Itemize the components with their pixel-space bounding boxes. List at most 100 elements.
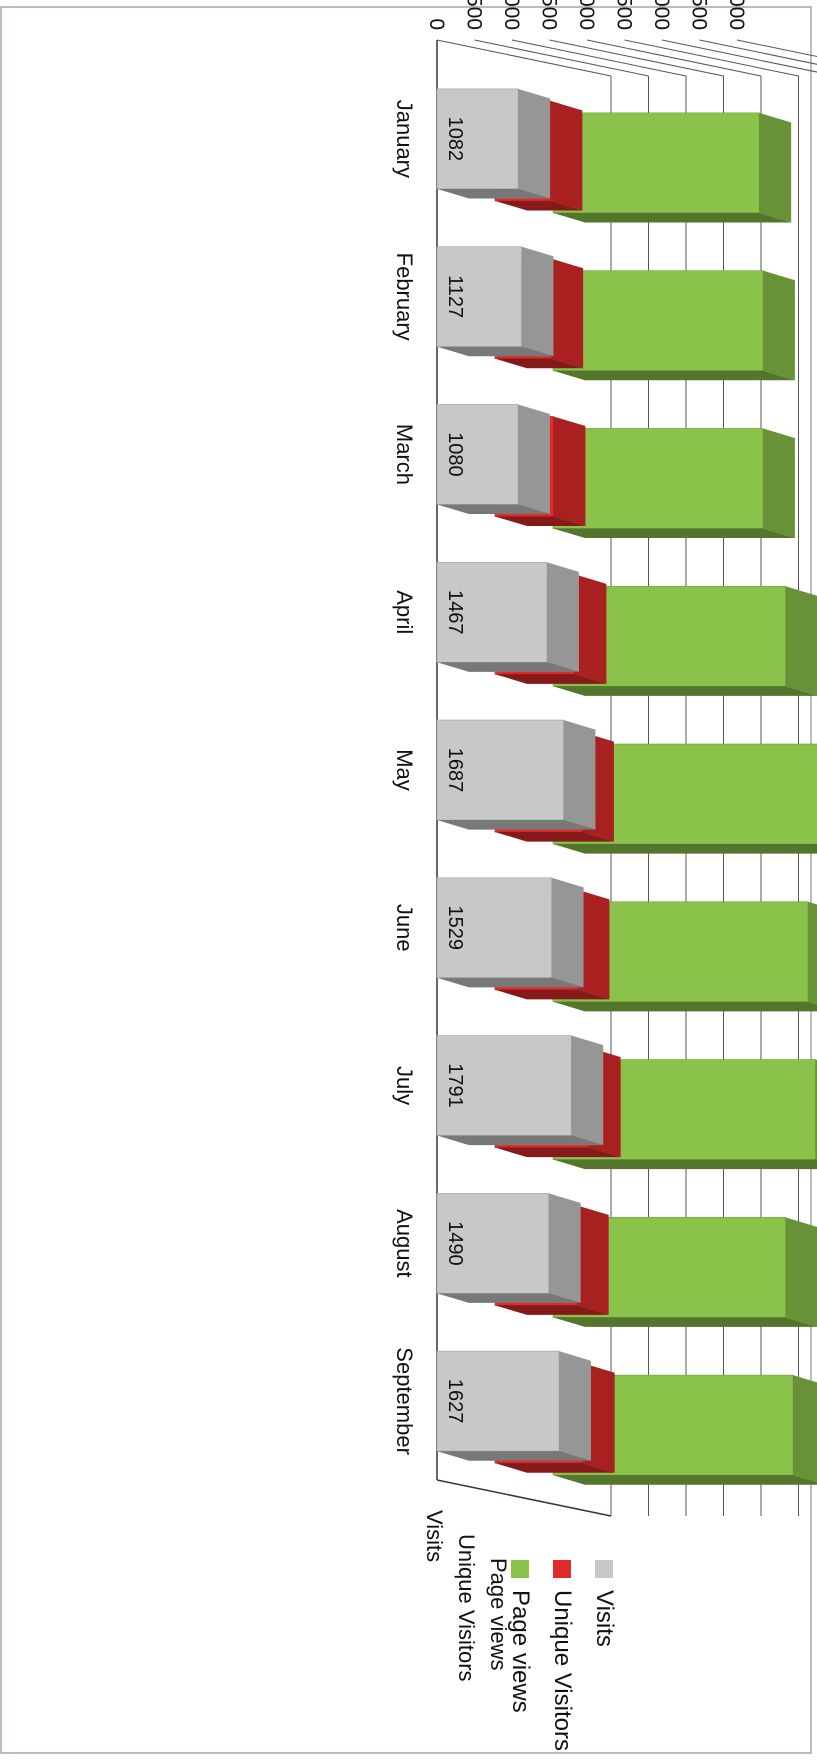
bar-top-face (548, 1193, 581, 1303)
bar-top-face (518, 404, 550, 515)
series-axis-label: Unique Visitors (454, 1534, 479, 1682)
bar-top-face (550, 100, 583, 211)
gridline-side (436, 39, 612, 77)
bar-top-face (785, 1217, 817, 1327)
bar-side-face (553, 212, 792, 223)
bar-side-face (437, 188, 551, 199)
category-label-march: March (392, 424, 417, 485)
bar-side-face (437, 504, 550, 515)
bar-top-face (763, 428, 795, 539)
bar-top-face (576, 1205, 609, 1315)
floor-right-edge (436, 1479, 612, 1517)
bar-side-face (553, 1475, 817, 1485)
data-label-june: 1529 (444, 906, 466, 951)
value-tick-label: 4000 (725, 0, 748, 30)
bar-side-face (495, 516, 586, 527)
bar-side-face (437, 346, 554, 357)
category-label-may: May (392, 749, 417, 791)
bar-side-face (495, 989, 610, 1000)
bar-top-face (763, 270, 795, 381)
series-axis-label: Page views (486, 1558, 511, 1671)
category-label-july: July (392, 1066, 417, 1105)
gridline-side (511, 39, 687, 77)
value-tick-label: 1000 (500, 0, 523, 30)
bar-side-face (437, 662, 579, 672)
gridline-side (586, 39, 762, 77)
data-label-september: 1627 (444, 1379, 466, 1424)
bar-front-face (552, 112, 760, 214)
bar-side-face (553, 1317, 817, 1327)
bar-side-face (495, 200, 583, 211)
data-label-february: 1127 (444, 275, 466, 318)
legend-swatch (553, 1560, 571, 1578)
value-tick-label: 2000 (575, 0, 598, 30)
category-label-april: April (392, 590, 417, 634)
labels-layer: 0 500 1000 1500 2000 2500 3000 3500 4000 1082 1127… (392, 0, 748, 1682)
bar-page-views-march (552, 428, 795, 539)
bars-layer (436, 88, 817, 1485)
legend-label: Page views (507, 1590, 534, 1713)
legend-label: Unique Visitors (549, 1590, 576, 1751)
legend-swatch (595, 1560, 613, 1578)
value-tick-label: 0 (425, 18, 448, 30)
bar-top-face (793, 1375, 817, 1485)
bar-side-face (437, 1135, 604, 1146)
bar-visits-april (436, 561, 579, 672)
category-label-august: August (392, 1209, 417, 1278)
bar-side-face (495, 1463, 615, 1473)
bar-top-face (518, 88, 551, 199)
bar-side-face (495, 1147, 621, 1158)
bar-side-face (495, 1305, 609, 1315)
gridline-side (474, 39, 649, 77)
bar-side-face (553, 370, 795, 381)
bar-side-face (553, 1159, 817, 1170)
bar-top-face (553, 416, 586, 527)
gridline-side (549, 39, 724, 77)
value-tick-label: 3500 (688, 0, 711, 30)
bar-page-views-june (552, 901, 817, 1012)
value-tick-label: 3000 (650, 0, 673, 30)
bar-visits-june (436, 877, 584, 988)
category-label-june: June (392, 904, 417, 952)
bar-top-face (808, 901, 817, 1012)
category-label-september: September (392, 1347, 417, 1455)
bar-top-face (759, 112, 792, 223)
bar-side-face (437, 1293, 581, 1303)
data-label-august: 1490 (444, 1221, 466, 1266)
bar-side-face (495, 358, 584, 369)
data-label-may: 1687 (444, 748, 466, 793)
bar-top-face (521, 246, 554, 357)
value-tick-label: 1500 (538, 0, 561, 30)
bar-page-views-january (552, 112, 792, 223)
bar-side-face (553, 686, 817, 696)
category-label-january: January (392, 100, 417, 178)
category-label-february: February (392, 253, 417, 341)
bar-visits-march (436, 404, 550, 515)
bar-visits-september (436, 1350, 591, 1461)
bar-side-face (437, 820, 596, 830)
gridline-side (736, 39, 817, 77)
bar-side-face (495, 674, 607, 684)
bar-visits-january (436, 88, 551, 199)
bar-top-face (559, 1351, 591, 1461)
bar-side-face (437, 1451, 591, 1461)
bar-side-face (553, 528, 795, 539)
data-label-april: 1467 (444, 590, 466, 635)
bar-top-face (574, 574, 607, 684)
bar-top-face (571, 1035, 604, 1146)
bar-visits-august (436, 1193, 581, 1303)
bar-side-face (437, 977, 584, 988)
bar-top-face (785, 586, 817, 696)
gridline-side (699, 39, 817, 77)
legend-swatch (511, 1560, 529, 1578)
legend: Visits Unique Visitors Page views (507, 1560, 618, 1751)
bar-top-face (551, 258, 584, 369)
series-axis-label: Visits (422, 1510, 447, 1562)
bar-visits-july (436, 1035, 604, 1146)
bar-top-face (563, 720, 596, 830)
data-label-january: 1082 (444, 117, 466, 162)
bar-page-views-may (552, 743, 817, 854)
bar-visits-may (436, 719, 596, 830)
bar-top-face (577, 889, 610, 1000)
